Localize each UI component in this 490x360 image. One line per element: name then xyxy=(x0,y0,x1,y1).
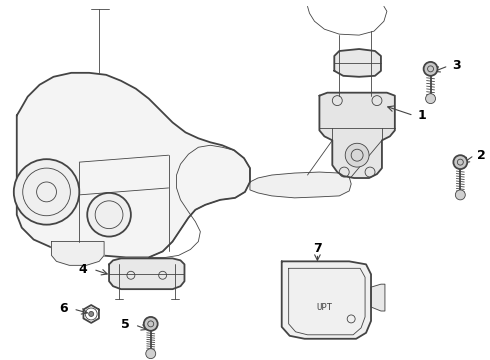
Polygon shape xyxy=(109,258,184,289)
Polygon shape xyxy=(282,261,371,339)
Circle shape xyxy=(89,311,94,316)
Circle shape xyxy=(14,159,79,225)
Polygon shape xyxy=(334,49,381,77)
Text: 5: 5 xyxy=(121,318,130,331)
Polygon shape xyxy=(51,242,104,265)
Circle shape xyxy=(144,317,158,331)
Polygon shape xyxy=(17,73,250,257)
Circle shape xyxy=(146,349,156,359)
Circle shape xyxy=(424,62,438,76)
Text: UPT: UPT xyxy=(317,302,332,311)
Text: 3: 3 xyxy=(452,59,461,72)
Polygon shape xyxy=(319,93,395,178)
Text: 4: 4 xyxy=(78,263,87,276)
Circle shape xyxy=(455,190,466,200)
Polygon shape xyxy=(371,284,385,311)
Polygon shape xyxy=(250,172,351,198)
Text: 7: 7 xyxy=(313,242,322,255)
Circle shape xyxy=(453,155,467,169)
Text: 1: 1 xyxy=(417,109,426,122)
Circle shape xyxy=(87,193,131,237)
Circle shape xyxy=(426,94,436,104)
Circle shape xyxy=(345,143,369,167)
Text: 6: 6 xyxy=(60,302,69,315)
Text: 2: 2 xyxy=(477,149,486,162)
